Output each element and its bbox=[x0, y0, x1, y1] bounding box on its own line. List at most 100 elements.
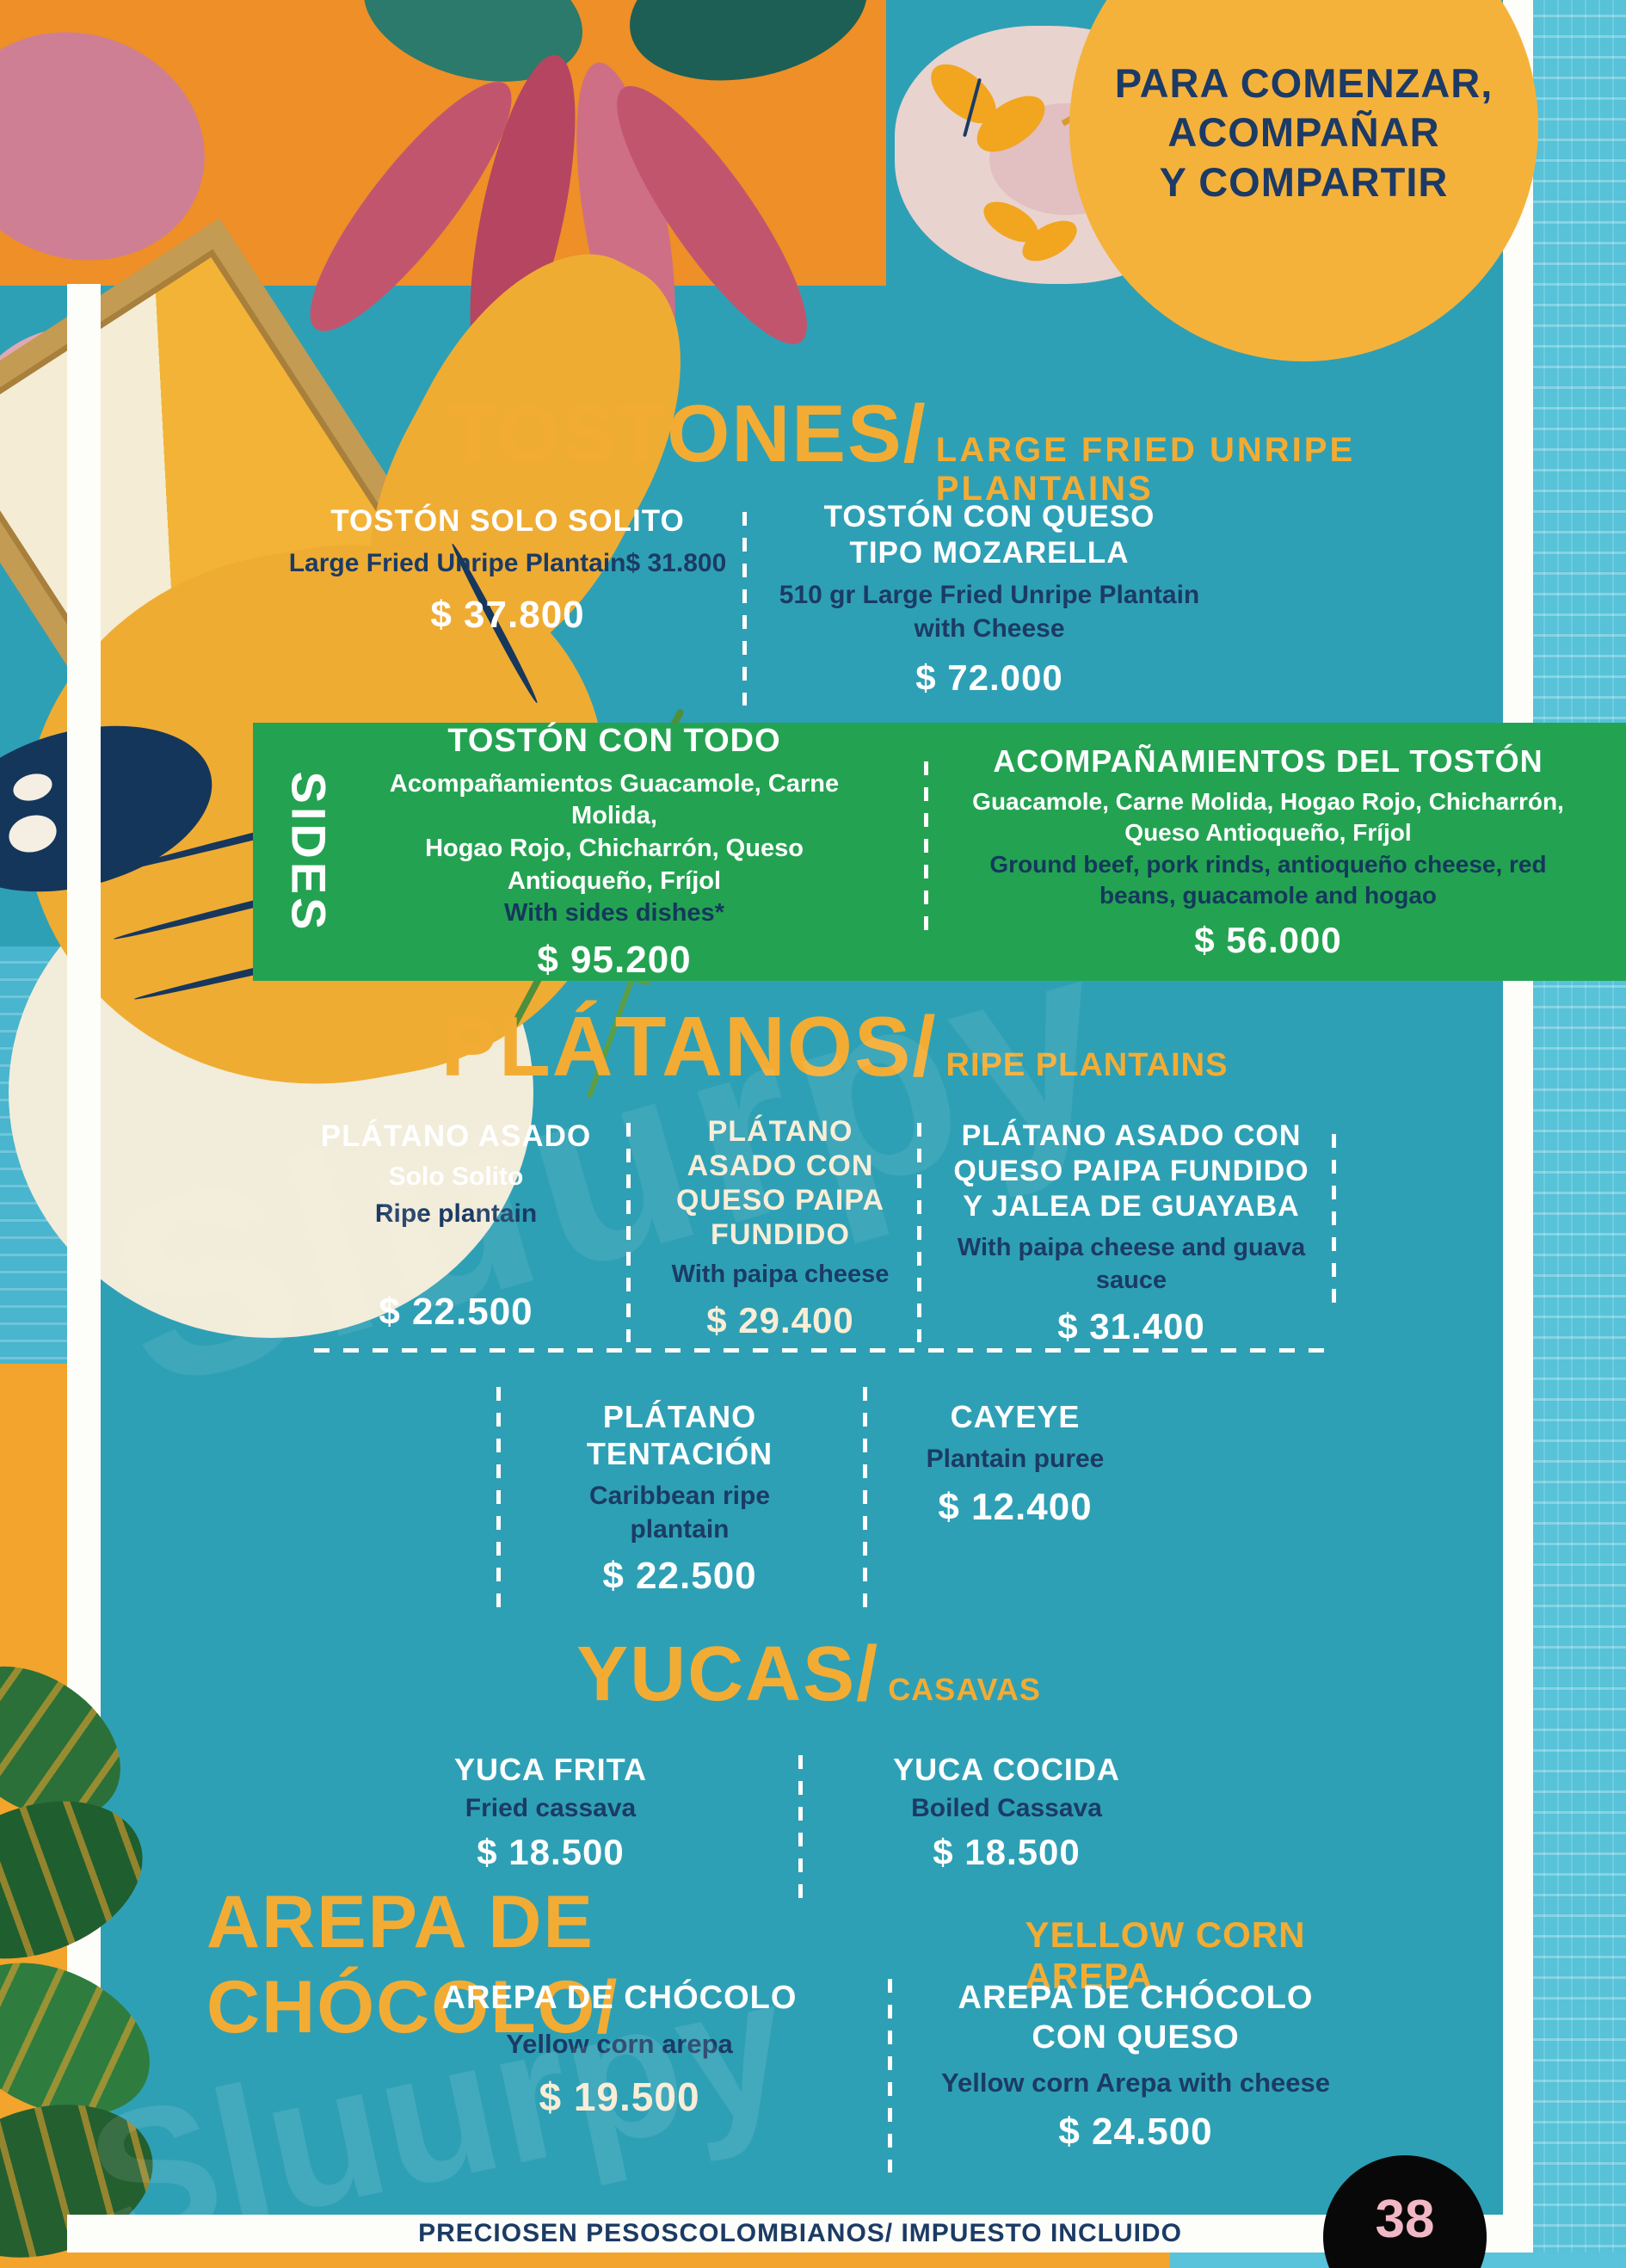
menu-item-yuca-cocida: YUCA COCIDA Boiled Cassava $ 18.500 bbox=[826, 1751, 1187, 1873]
item-description: With paipa cheese bbox=[671, 1260, 890, 1289]
footer-band: PRECIOSEN PESOSCOLOMBIANOS/ IMPUESTO INC… bbox=[67, 2215, 1533, 2253]
item-description: Large Fried Unripe Plantain$ 31.800 bbox=[288, 549, 727, 577]
dashed-divider bbox=[888, 1979, 892, 2172]
dashed-divider bbox=[917, 1123, 921, 1342]
footer-note: PRECIOSEN PESOSCOLOMBIANOS/ IMPUESTO INC… bbox=[418, 2219, 1182, 2247]
item-name: QUESO PAIPA FUNDIDO bbox=[953, 1154, 1309, 1187]
dashed-divider bbox=[496, 1387, 501, 1612]
item-price: $ 19.500 bbox=[539, 2074, 700, 2119]
item-price: $ 56.000 bbox=[1194, 920, 1342, 961]
item-name: YUCA FRITA bbox=[454, 1752, 647, 1787]
header-badge-circle: PARA COMENZAR, ACOMPAÑAR Y COMPARTIR bbox=[1069, 0, 1538, 361]
item-price: $ 12.400 bbox=[938, 1486, 1093, 1529]
item-name: CAYEYE bbox=[950, 1399, 1081, 1434]
item-price: $ 37.800 bbox=[430, 594, 585, 636]
section-heading-platanos: PLÁTANOS/ RIPE PLANTAINS bbox=[361, 998, 1308, 1095]
item-name: ACOMPAÑAMIENTOS DEL TOSTÓN bbox=[993, 743, 1543, 779]
item-description: Yellow corn arepa bbox=[506, 2028, 733, 2059]
dashed-divider bbox=[924, 761, 928, 942]
dashed-divider bbox=[1332, 1134, 1336, 1310]
platanos-subtitle: RIPE PLANTAINS bbox=[945, 1047, 1229, 1083]
item-price: $ 22.500 bbox=[602, 1555, 757, 1598]
item-name: AREPA DE CHÓCOLO bbox=[441, 1980, 798, 2016]
arepa-title: AREPA DE CHÓCOLO/ bbox=[206, 1881, 619, 2049]
orange-bottom-strip bbox=[0, 2253, 1170, 2268]
item-name: QUESO PAIPA bbox=[675, 1184, 885, 1217]
tostones-subtitle: LARGE FRIED UNRIPE PLANTAINS bbox=[935, 431, 1356, 508]
item-description: Fried cassava bbox=[465, 1794, 637, 1823]
menu-item-platano-asado-guayaba: PLÁTANO ASADO CON QUESO PAIPA FUNDIDO Y … bbox=[938, 1119, 1325, 1347]
tostones-title: TOSTONES/ bbox=[447, 388, 927, 478]
dashed-divider bbox=[863, 1387, 867, 1612]
item-description-es: Guacamole, Carne Molida, Hogao Rojo, Chi… bbox=[972, 787, 1564, 847]
item-price: $ 18.500 bbox=[933, 1832, 1081, 1873]
item-description: With paipa cheese and guava sauce bbox=[957, 1234, 1306, 1295]
menu-item-arepa-de-chocolo: AREPA DE CHÓCOLO Yellow corn arepa $ 19.… bbox=[370, 1979, 869, 2120]
item-name: TIPO MOZARELLA bbox=[849, 536, 1130, 570]
menu-item-platano-tentacion: PLÁTANO TENTACIÓN Caribbean ripe plantai… bbox=[516, 1398, 843, 1598]
item-name: AREPA DE CHÓCOLO bbox=[958, 1980, 1314, 2016]
badge-line: Y COMPARTIR bbox=[1159, 158, 1449, 205]
item-name: PLÁTANO ASADO CON bbox=[961, 1119, 1302, 1152]
item-price: $ 18.500 bbox=[477, 1832, 625, 1873]
item-name: TOSTÓN CON QUESO bbox=[823, 500, 1155, 533]
dashed-divider bbox=[626, 1123, 631, 1342]
item-description: Ripe plantain bbox=[374, 1199, 538, 1228]
item-name: PLÁTANO ASADO bbox=[320, 1119, 592, 1153]
menu-item-yuca-frita: YUCA FRITA Fried cassava $ 18.500 bbox=[336, 1751, 766, 1873]
item-description-en: With sides dishes* bbox=[504, 899, 724, 928]
item-name: TENTACIÓN bbox=[586, 1436, 773, 1472]
item-price: $ 72.000 bbox=[915, 657, 1063, 698]
item-description-en: Ground beef, pork rinds, antioqueño chee… bbox=[989, 850, 1547, 909]
item-description: plantain bbox=[630, 1515, 730, 1544]
badge-line: ACOMPAÑAR bbox=[1167, 109, 1440, 156]
section-heading-tostones: TOSTONES/ LARGE FRIED UNRIPE PLANTAINS bbox=[447, 387, 1506, 508]
menu-item-arepa-con-queso: AREPA DE CHÓCOLO CON QUESO Yellow corn A… bbox=[912, 1979, 1359, 2154]
badge-line: PARA COMENZAR, bbox=[1114, 60, 1494, 106]
platanos-title: PLÁTANOS/ bbox=[440, 999, 938, 1094]
menu-item-toston-con-queso: TOSTÓN CON QUESO TIPO MOZARELLA 510 gr L… bbox=[766, 499, 1213, 699]
item-price: $ 95.200 bbox=[537, 939, 692, 982]
sides-label: SIDES bbox=[281, 770, 336, 934]
item-name: PLÁTANO bbox=[602, 1399, 757, 1434]
yucas-subtitle: CASAVAS bbox=[888, 1672, 1041, 1707]
yucas-title: YUCAS/ bbox=[576, 1631, 880, 1717]
sides-band: SIDES TOSTÓN CON TODO Acompañamientos Gu… bbox=[253, 723, 1626, 981]
page-number-circle: 38 bbox=[1323, 2155, 1487, 2268]
item-price: $ 24.500 bbox=[1058, 2111, 1213, 2154]
item-description: with Cheese bbox=[914, 614, 1065, 643]
item-name: FUNDIDO bbox=[711, 1218, 850, 1252]
menu-item-platano-asado-queso-paipa: PLÁTANO ASADO CON QUESO PAIPA FUNDIDO Wi… bbox=[647, 1114, 914, 1341]
sides-label-box: SIDES bbox=[253, 723, 365, 981]
item-sub: Solo Solito bbox=[388, 1162, 524, 1191]
item-name: CON QUESO bbox=[1032, 2018, 1240, 2055]
item-description: Yellow corn Arepa with cheese bbox=[941, 2068, 1330, 2099]
item-description: Caribbean ripe bbox=[588, 1482, 771, 1511]
item-name: Y JALEA DE GUAYABA bbox=[963, 1189, 1300, 1223]
frame-left-border bbox=[67, 284, 101, 2253]
page-number: 38 bbox=[1375, 2190, 1435, 2249]
item-name: TOSTÓN SOLO SOLITO bbox=[330, 504, 685, 538]
menu-item-toston-solo-solito: TOSTÓN SOLO SOLITO Large Fried Unripe Pl… bbox=[275, 503, 740, 637]
water-texture-right-margin bbox=[1530, 0, 1626, 2268]
section-heading-yucas: YUCAS/ CASAVAS bbox=[293, 1630, 1325, 1719]
item-description-es: Acompañamientos Guacamole, Carne Molida, bbox=[389, 769, 840, 830]
menu-item-platano-asado: PLÁTANO ASADO Solo Solito Ripe plantain … bbox=[284, 1119, 628, 1334]
item-description: Boiled Cassava bbox=[911, 1794, 1102, 1823]
frame-right-border bbox=[1503, 0, 1533, 2253]
item-price: $ 29.400 bbox=[706, 1300, 854, 1341]
menu-item-acompanamientos: ACOMPAÑAMIENTOS DEL TOSTÓN Guacamole, Ca… bbox=[950, 723, 1586, 981]
item-name: ASADO CON bbox=[687, 1149, 874, 1183]
item-description: 510 gr Large Fried Unripe Plantain bbox=[779, 581, 1200, 609]
item-price: $ 22.500 bbox=[379, 1291, 533, 1333]
section-heading-arepa: AREPA DE CHÓCOLO/ YELLOW CORN AREPA bbox=[206, 1880, 1437, 2050]
item-name: TOSTÓN CON TODO bbox=[447, 722, 781, 759]
menu-item-toston-con-todo: TOSTÓN CON TODO Acompañamientos Guacamol… bbox=[365, 723, 864, 981]
item-price: $ 31.400 bbox=[1057, 1305, 1205, 1347]
item-name: YUCA COCIDA bbox=[893, 1752, 1120, 1787]
arepa-subtitle: YELLOW CORN AREPA bbox=[1025, 1914, 1306, 1996]
header-badge-text: PARA COMENZAR, ACOMPAÑAR Y COMPARTIR bbox=[1069, 59, 1538, 206]
dashed-divider bbox=[798, 1755, 803, 1910]
dashed-divider-horizontal bbox=[314, 1348, 1338, 1353]
